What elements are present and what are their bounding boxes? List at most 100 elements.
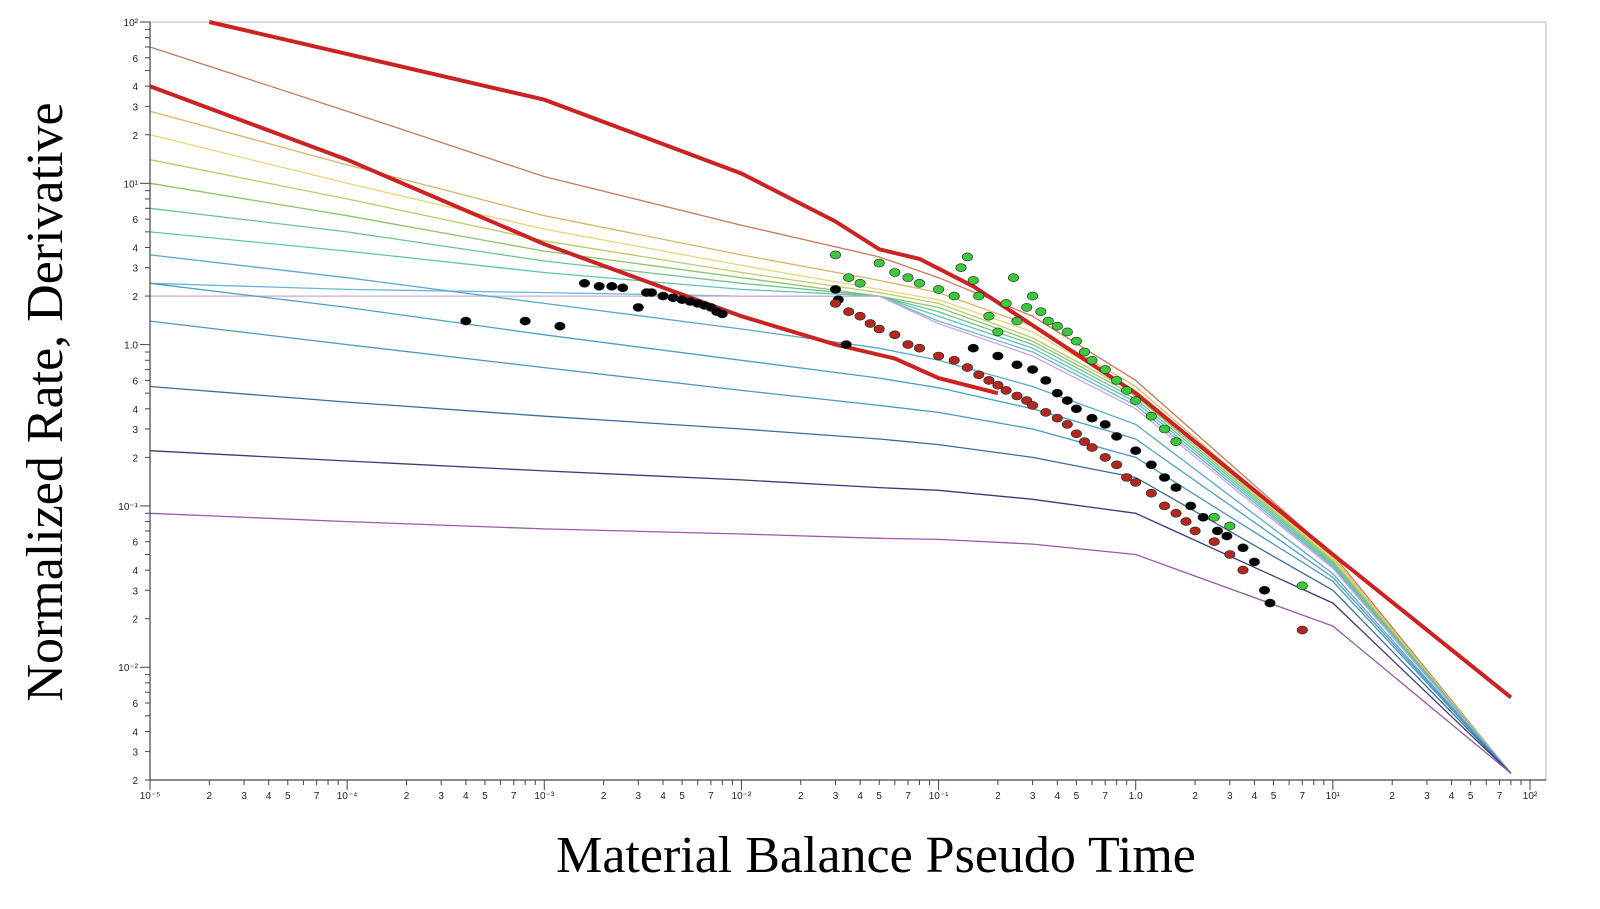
scatter-point-s2-12 [973, 291, 985, 301]
scatter-point-s1-30 [1170, 508, 1182, 518]
type-curve-11 [149, 320, 1512, 774]
x-tick-label: 1.0 [1129, 791, 1143, 802]
y-tick-label: 10⁻¹ [118, 502, 138, 513]
y-tick-label: 4 [132, 244, 138, 255]
x-tick-label: 4 [463, 791, 469, 802]
scatter-point-s0-37 [1185, 501, 1197, 511]
x-tick-label: 7 [905, 791, 911, 802]
x-tick-label: 5 [482, 791, 488, 802]
x-tick-label: 3 [241, 791, 247, 802]
scatter-point-s2-0 [829, 250, 841, 260]
scatter-point-s2-14 [992, 327, 1004, 337]
y-tick-label: 3 [132, 748, 138, 759]
scatter-point-s2-6 [913, 278, 925, 288]
y-tick-label: 4 [132, 405, 138, 416]
scatter-point-s0-43 [1259, 585, 1271, 595]
scatter-point-s0-25 [1027, 365, 1039, 374]
scatter-point-s1-28 [1145, 488, 1157, 498]
scatter-point-s0-5 [606, 281, 618, 291]
scatter-point-s2-32 [1159, 424, 1171, 434]
scatter-point-s1-21 [1070, 429, 1082, 439]
scatter-layer [460, 250, 1308, 635]
scatter-point-s1-23 [1086, 443, 1098, 452]
y-tick-label: 10¹ [124, 179, 139, 190]
scatter-point-s1-17 [1027, 401, 1039, 410]
scatter-point-s1-32 [1189, 526, 1201, 536]
type-curve-3 [149, 159, 1512, 774]
x-tick-label: 10¹ [1326, 791, 1341, 802]
x-tick-label: 3 [636, 791, 642, 802]
x-tick-label: 3 [1227, 791, 1233, 802]
x-tick-label: 2 [995, 791, 1001, 802]
type-curve-5 [149, 207, 1512, 774]
x-tick-label: 5 [679, 791, 685, 802]
scatter-point-s0-1 [519, 316, 531, 326]
scatter-point-s1-27 [1130, 478, 1142, 487]
type-curve-13 [149, 450, 1512, 774]
scatter-point-s0-0 [460, 316, 472, 326]
x-tick-label: 10⁻⁴ [337, 791, 358, 802]
scatter-point-s2-22 [1051, 321, 1063, 331]
scatter-point-s0-9 [645, 288, 657, 297]
x-tick-label: 4 [1055, 791, 1061, 802]
scatter-point-s0-21 [840, 340, 852, 349]
scatter-point-s0-27 [1051, 388, 1063, 398]
scatter-point-s1-34 [1224, 550, 1236, 559]
y-tick-label: 4 [132, 82, 138, 93]
y-tick-label: 6 [132, 215, 138, 226]
y-tick-label: 6 [132, 376, 138, 387]
x-tick-label: 7 [708, 791, 714, 802]
x-tick-label: 3 [1030, 791, 1036, 802]
y-tick-label: 4 [132, 566, 138, 577]
scatter-point-s0-18 [716, 309, 728, 319]
x-tick-label: 7 [511, 791, 517, 802]
scatter-point-s0-31 [1099, 420, 1111, 429]
type-curve-6 [149, 231, 1512, 774]
x-tick-label: 2 [601, 791, 607, 802]
scatter-point-s2-28 [1111, 376, 1123, 385]
x-tick-label: 4 [1252, 791, 1258, 802]
x-tick-label: 2 [1192, 791, 1198, 802]
type-curve-10 [149, 282, 1512, 774]
scatter-point-s1-12 [983, 376, 995, 385]
scatter-point-s1-8 [933, 351, 945, 361]
scatter-point-s2-13 [983, 311, 995, 321]
scatter-point-s2-20 [1035, 307, 1047, 317]
scatter-point-s0-33 [1130, 446, 1142, 456]
scatter-point-s1-2 [854, 311, 866, 321]
type-curves-layer [149, 46, 1512, 774]
x-tick-label: 5 [876, 791, 882, 802]
scatter-point-s0-23 [992, 351, 1004, 361]
tick-labels-layer: 10⁻⁵ 2 3 4 5 7 10⁻⁴ 2 3 4 5 7 10⁻³ 2 3 4 5 7 10⁻² 2 3 4 5 7 10⁻¹… [118, 18, 1538, 802]
scatter-point-s0-22 [967, 343, 979, 353]
scatter-point-s1-14 [1000, 386, 1012, 395]
scatter-point-s0-3 [578, 278, 590, 288]
x-tick-label: 10⁻⁵ [140, 791, 161, 802]
scatter-point-s1-20 [1061, 420, 1073, 429]
scatter-point-s1-22 [1079, 437, 1091, 447]
scatter-point-s1-6 [902, 340, 914, 349]
y-tick-label: 2 [132, 131, 138, 142]
scatter-point-s0-10 [657, 291, 669, 301]
scatter-point-s1-11 [973, 370, 985, 380]
scatter-point-s2-31 [1145, 411, 1157, 421]
scatter-point-s0-28 [1061, 396, 1073, 405]
type-curve-8 [150, 295, 1512, 774]
scatter-point-s2-30 [1130, 396, 1142, 405]
x-tick-label: 5 [285, 791, 291, 802]
y-axis-label: Normalized Rate, Derivative [17, 102, 74, 701]
y-tick-label: 2 [132, 453, 138, 464]
scatter-point-s0-32 [1111, 432, 1123, 441]
y-tick-label: 3 [132, 425, 138, 436]
type-curve-0 [149, 46, 1512, 774]
x-tick-label: 3 [833, 791, 839, 802]
plot-area [149, 21, 1547, 781]
type-curve-12 [149, 385, 1512, 774]
x-axis-label: Material Balance Pseudo Time [556, 827, 1196, 884]
scatter-point-s0-7 [632, 303, 644, 312]
scatter-point-s1-4 [873, 324, 885, 334]
x-tick-label: 2 [404, 791, 410, 802]
scatter-point-s1-24 [1099, 453, 1111, 462]
scatter-point-s1-36 [1296, 625, 1308, 635]
